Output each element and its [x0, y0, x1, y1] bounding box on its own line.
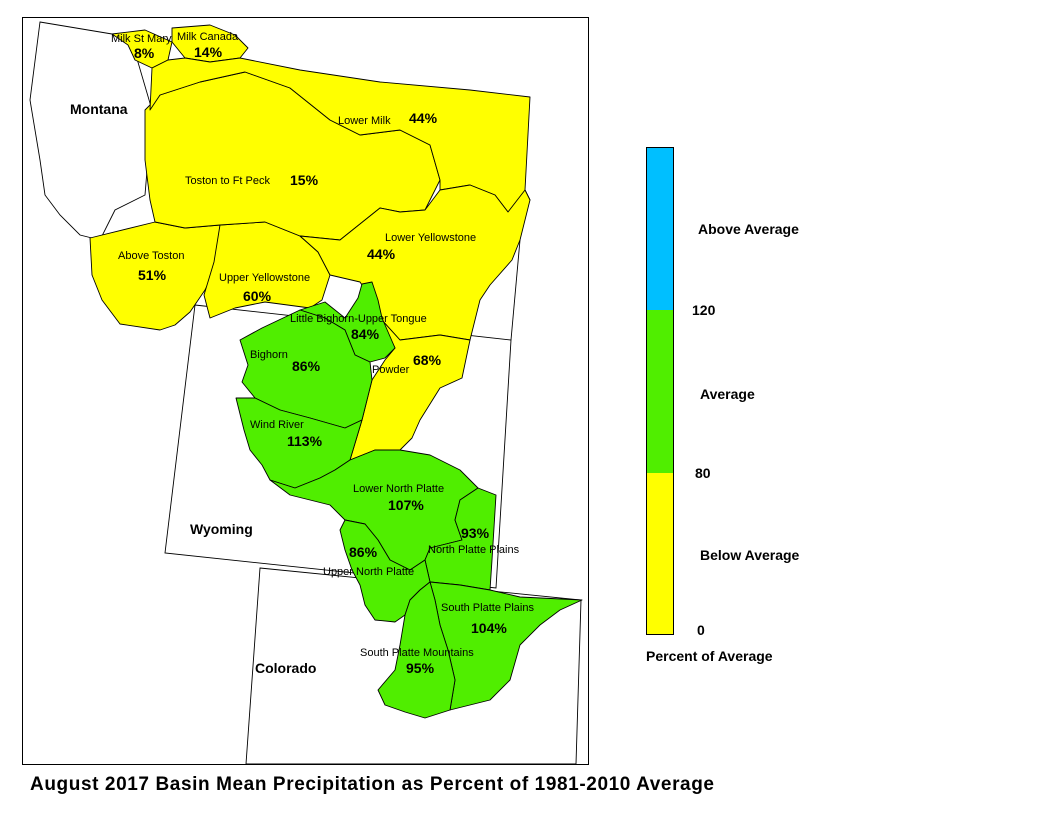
basin-name-lower-north-platte: Lower North Platte	[353, 483, 444, 495]
legend-swatch-average	[647, 310, 673, 473]
basin-name-powder: Powder	[372, 364, 410, 376]
basin-name-upper-yellowstone: Upper Yellowstone	[219, 272, 310, 284]
basin-percent-above-toston: 51%	[138, 267, 167, 283]
basin-name-lower-yellowstone: Lower Yellowstone	[385, 232, 476, 244]
basin-percent-south-platte-plains: 104%	[471, 620, 507, 636]
basin-name-wind-river: Wind River	[250, 419, 304, 431]
basin-name-milk-st-mary: Milk St Mary	[111, 33, 172, 45]
basin-name-south-platte-plains: South Platte Plains	[441, 602, 534, 614]
basin-name-milk-canada: Milk Canada	[177, 31, 239, 43]
basin-percent-little-bighorn-upper-tongue: 84%	[351, 326, 380, 342]
legend-break-80: 80	[695, 465, 711, 481]
basin-name-south-platte-mountains: South Platte Mountains	[360, 647, 474, 659]
legend-title: Percent of Average	[646, 648, 773, 664]
basin-percent-milk-st-mary: 8%	[134, 45, 155, 61]
basin-south-platte-mountains	[377, 581, 456, 719]
basin-name-toston-to-ft-peck: Toston to Ft Peck	[185, 175, 270, 187]
basin-percent-lower-north-platte: 107%	[388, 497, 424, 513]
legend-label-above-average: Above Average	[698, 221, 799, 237]
basin-name-little-bighorn-upper-tongue: Little Bighorn-Upper Tongue	[290, 313, 427, 325]
basin-name-north-platte-plains: North Platte Plains	[428, 544, 520, 556]
basin-percent-lower-yellowstone: 44%	[367, 246, 396, 262]
basin-percent-wind-river: 113%	[287, 433, 323, 449]
basin-name-bighorn: Bighorn	[250, 349, 288, 361]
basin-percent-south-platte-mountains: 95%	[406, 660, 435, 676]
state-label-wyoming: Wyoming	[190, 521, 253, 537]
basin-percent-powder: 68%	[413, 352, 442, 368]
basin-name-lower-milk: Lower Milk	[338, 115, 391, 127]
basin-lower-yellowstone	[299, 184, 531, 341]
legend-label-average: Average	[700, 386, 755, 402]
legend-label-below-average: Below Average	[700, 547, 800, 563]
basin-percent-bighorn: 86%	[292, 358, 321, 374]
legend-swatch-above-average	[647, 148, 673, 310]
basin-percent-lower-milk: 44%	[409, 110, 438, 126]
basin-name-upper-north-platte: Upper North Platte	[323, 566, 414, 578]
legend-color-bar	[646, 147, 674, 635]
basin-powder	[349, 317, 471, 461]
state-label-montana: Montana	[70, 101, 128, 117]
basin-percent-north-platte-plains: 93%	[461, 525, 490, 541]
state-label-colorado: Colorado	[255, 660, 316, 676]
basin-percent-toston-to-ft-peck: 15%	[290, 172, 319, 188]
legend-swatch-below-average	[647, 473, 673, 634]
state-border-east	[510, 239, 521, 341]
basin-percent-milk-canada: 14%	[194, 44, 223, 60]
basin-percent-upper-yellowstone: 60%	[243, 288, 272, 304]
legend-break-0: 0	[697, 622, 705, 638]
basin-bighorn	[239, 309, 373, 429]
basin-name-above-toston: Above Toston	[118, 250, 184, 262]
map-title: August 2017 Basin Mean Precipitation as …	[30, 774, 715, 795]
legend-break-120: 120	[692, 302, 716, 318]
basin-percent-upper-north-platte: 86%	[349, 544, 378, 560]
